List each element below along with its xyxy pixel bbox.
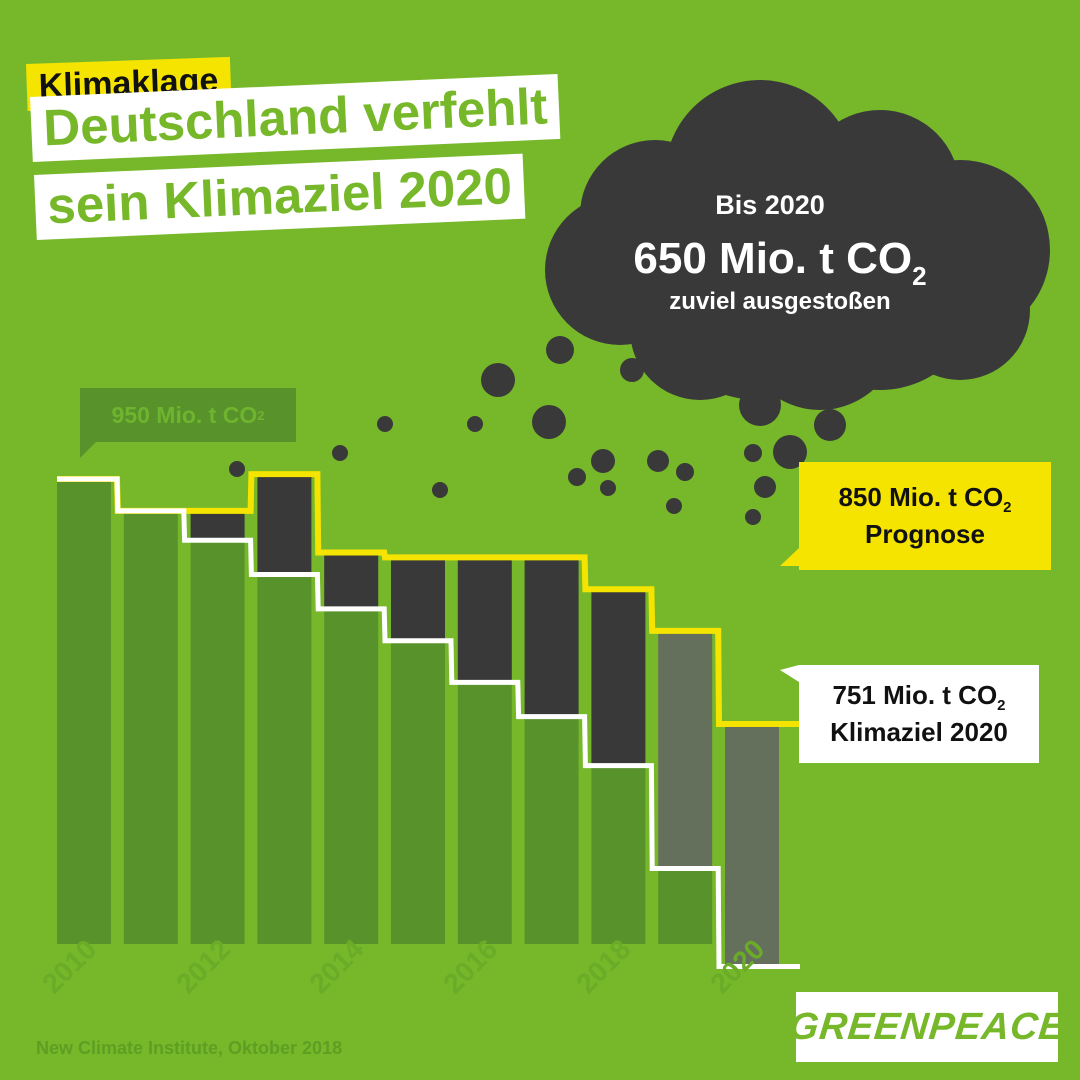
bar-2014 [324,608,379,944]
emission-drop-7 [377,416,393,432]
bar-2011 [123,510,178,944]
emission-drop-5 [532,405,566,439]
emission-drop-0 [546,336,574,364]
target-pointer [780,665,799,682]
emission-drop-4 [833,361,867,395]
bar-2019 [658,868,713,944]
cloud-caption: zuviel ausgestoßen [669,288,891,315]
source-note: New Climate Institute, Oktober 2018 [36,1038,343,1058]
cloud-excess-value: 650 Mio. t CO2 [590,234,970,291]
excess-2014 [324,552,379,609]
emission-drop-22 [229,461,245,477]
excess-2012 [190,510,245,541]
start-value-sub: 2 [257,407,265,423]
emission-drop-17 [754,476,776,498]
emission-drop-2 [620,358,644,382]
target-value-text: 751 Mio. t CO [832,680,998,711]
emission-drop-20 [666,498,682,514]
excess-2017 [524,557,579,717]
prognosis-pointer [780,548,799,566]
emission-drop-12 [676,463,694,481]
target-value: 751 Mio. t CO2 [799,679,1039,716]
greenpeace-logo: GREENPEACE [787,992,1067,1062]
start-value-label: 950 Mio. t CO 2 [80,388,296,442]
prognosis-caption: Prognose [865,519,985,550]
excess-2019 [658,630,713,869]
start-pointer [80,442,96,458]
excess-2020 [725,724,779,967]
emission-drop-15 [773,435,807,469]
target-line [57,476,800,970]
emission-drop-10 [647,450,669,472]
excess-2015 [391,557,445,641]
excess-2016 [457,557,512,683]
bar-2015 [391,640,445,944]
emission-drop-14 [814,409,846,441]
emission-drop-19 [600,480,616,496]
bar-2017 [524,716,579,944]
bar-2012 [190,540,245,944]
excess-2018 [591,589,646,766]
cloud-puff-9 [890,240,1030,380]
prognosis-value-sub: 2 [1003,499,1012,517]
cloud-excess-value-text: 650 Mio. t CO [633,234,913,283]
emission-drop-11 [568,468,586,486]
emission-drop-3 [664,346,692,374]
bar-2016 [457,682,512,944]
greenpeace-logo-text: GREENPEACE [786,1005,1068,1048]
target-value-sub: 2 [997,697,1006,715]
emission-drop-9 [591,449,615,473]
emission-drop-16 [744,444,762,462]
emission-drop-21 [745,509,761,525]
cloud-excess-value-sub: 2 [912,261,927,291]
target-caption: Klimaziel 2020 [830,717,1008,748]
emission-drop-18 [432,482,448,498]
prognosis-value: 850 Mio. t CO2 [799,481,1051,518]
emission-drop-1 [481,363,515,397]
prognosis-value-text: 850 Mio. t CO [838,482,1004,513]
emission-drop-6 [467,416,483,432]
bar-2010 [57,479,111,944]
emission-drop-8 [332,445,348,461]
start-value-text: 950 Mio. t CO [111,401,258,428]
emission-drop-13 [739,384,781,426]
cloud-kicker: Bis 2020 [715,190,825,220]
excess-2013 [257,474,312,575]
bar-2018 [591,765,646,944]
target-label: 751 Mio. t CO2 Klimaziel 2020 [799,665,1039,763]
prognosis-label: 850 Mio. t CO2 Prognose [799,462,1051,570]
bar-2013 [257,574,312,944]
